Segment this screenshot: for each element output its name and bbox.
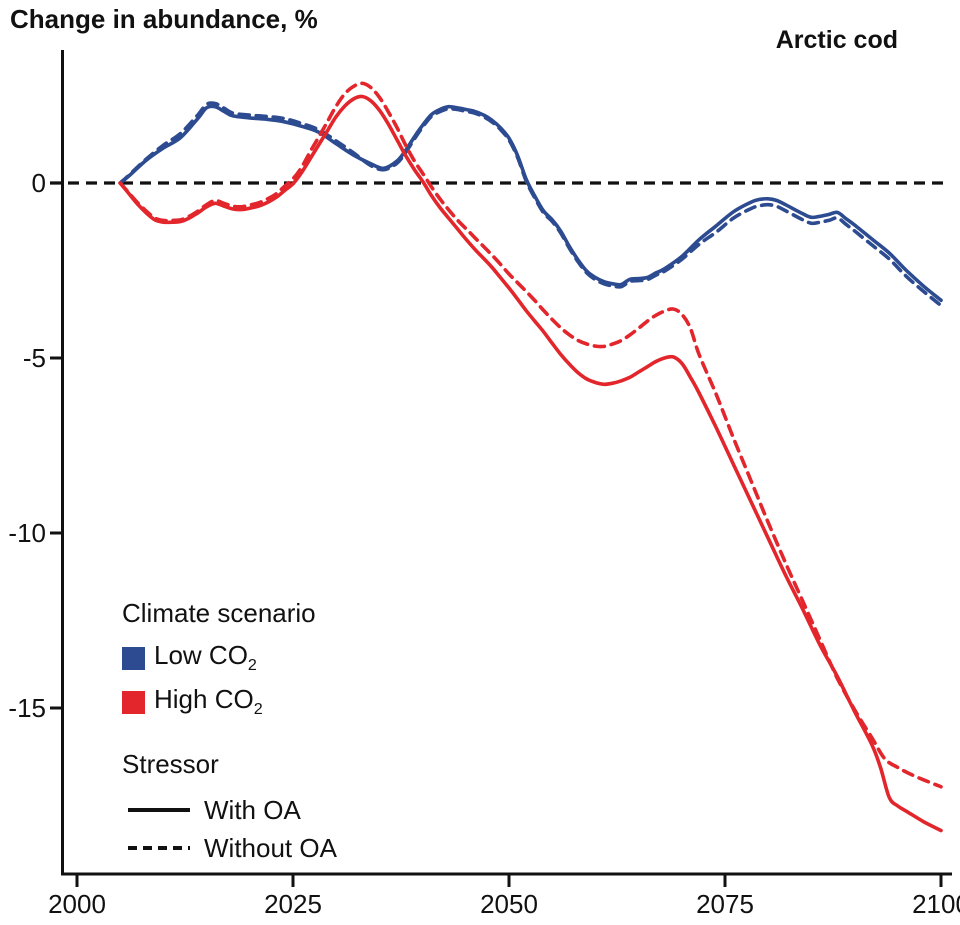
x-tick-label: 2100 (912, 889, 960, 919)
solid-line-sample-icon (128, 808, 190, 812)
y-tick-label: -10 (8, 518, 46, 548)
legend-stressor-heading: Stressor (122, 749, 219, 779)
legend-item-high-co2: High CO2 (122, 684, 442, 719)
y-tick-label: -15 (8, 693, 46, 723)
without-oa-label: Without OA (204, 833, 337, 863)
y-tick-label: 0 (32, 168, 46, 198)
chart-title: Arctic cod (775, 26, 898, 54)
y-tick-label: -5 (23, 343, 46, 373)
x-tick-label: 2000 (48, 889, 106, 919)
x-tick-label: 2075 (696, 889, 754, 919)
series-low-co2-without-oa (118, 101, 943, 308)
high-co2-swatch (122, 690, 145, 714)
legend-item-with-oa: With OA (122, 794, 442, 826)
y-axis-title: Change in abundance, % (10, 4, 318, 34)
x-tick-label: 2025 (264, 889, 322, 919)
series-high-co2-with-oa (118, 94, 943, 833)
high-co2-label: High CO2 (154, 684, 263, 719)
series-low-co2-with-oa (118, 104, 943, 303)
dashed-line-sample-icon (128, 846, 190, 850)
x-tick-label: 2050 (480, 889, 538, 919)
legend: Climate scenario Low CO2 High CO2 Stress… (122, 598, 442, 870)
low-co2-label: Low CO2 (154, 640, 257, 675)
legend-item-low-co2: Low CO2 (122, 640, 442, 675)
low-co2-swatch (122, 646, 145, 670)
with-oa-label: With OA (204, 795, 301, 825)
series-high-co2-without-oa (118, 81, 943, 789)
legend-climate-heading: Climate scenario (122, 598, 316, 628)
legend-item-without-oa: Without OA (122, 832, 442, 864)
